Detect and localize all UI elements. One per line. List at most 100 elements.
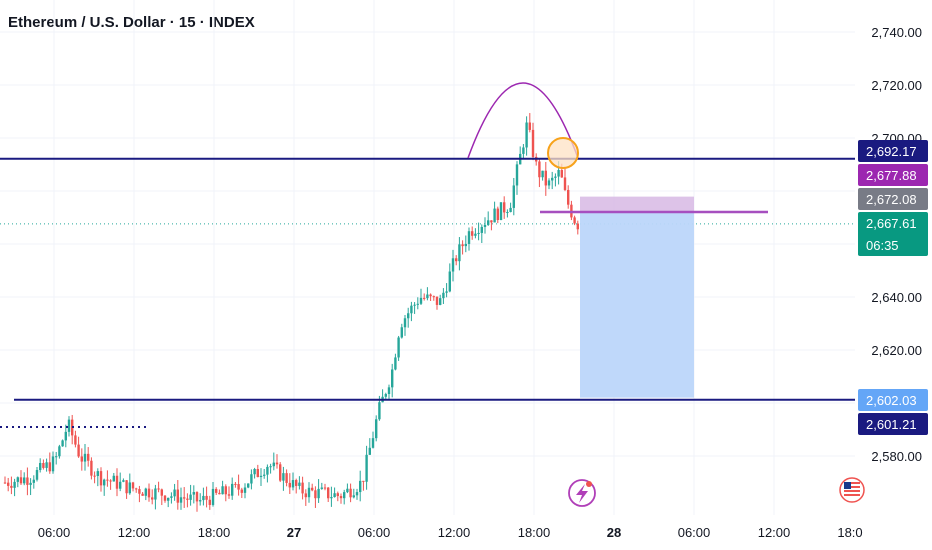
candle <box>269 466 272 468</box>
candle <box>515 164 519 186</box>
candle <box>202 495 205 501</box>
x-tick-label: 18:00 <box>198 525 231 540</box>
candle <box>327 487 330 499</box>
candle <box>531 129 535 157</box>
candle <box>93 475 96 477</box>
candle <box>189 494 192 500</box>
candle <box>496 208 499 220</box>
candle <box>544 170 547 186</box>
candle <box>218 492 221 495</box>
candle <box>87 453 90 461</box>
candle <box>160 489 163 496</box>
candle <box>19 477 23 484</box>
candle <box>317 488 320 499</box>
candle <box>307 487 311 498</box>
candle <box>179 497 183 503</box>
candle <box>272 462 275 467</box>
x-tick-label: 06:00 <box>358 525 391 540</box>
candle <box>525 122 528 148</box>
candle <box>163 495 167 501</box>
candle <box>464 243 467 247</box>
candle <box>211 488 215 505</box>
candle <box>336 493 339 497</box>
candle <box>560 170 563 178</box>
candle <box>186 498 189 500</box>
candle <box>279 464 282 481</box>
candle <box>403 318 407 328</box>
candle <box>10 485 13 488</box>
candle <box>346 488 349 493</box>
candle <box>445 291 448 293</box>
price-label-text: 2,667.61 <box>866 216 917 231</box>
candle <box>266 466 269 475</box>
x-tick-label: 12:00 <box>118 525 151 540</box>
candle <box>397 337 400 358</box>
candle <box>458 244 461 262</box>
candle <box>474 233 477 236</box>
candle <box>109 480 112 482</box>
candle <box>208 499 211 505</box>
flag-stripe <box>844 494 860 496</box>
candle <box>323 487 327 489</box>
candle <box>295 480 298 486</box>
candle <box>26 477 29 485</box>
candle <box>61 440 64 447</box>
candle <box>426 294 429 299</box>
candle <box>231 483 234 496</box>
candle <box>16 477 19 482</box>
price-label <box>858 164 928 186</box>
candle <box>103 479 106 486</box>
price-label-text: 2,672.08 <box>866 192 917 207</box>
price-label-text: 2,692.17 <box>866 144 917 159</box>
candle <box>13 481 16 488</box>
drawings <box>0 82 855 428</box>
x-tick-label: 12:00 <box>758 525 791 540</box>
candle <box>96 471 99 477</box>
stop-zone <box>580 196 694 212</box>
candle <box>250 474 253 484</box>
candle <box>503 202 506 213</box>
candle <box>234 483 237 485</box>
candle <box>247 483 250 488</box>
candle <box>288 482 291 488</box>
candle <box>51 456 55 472</box>
candle <box>432 296 435 298</box>
notification-dot <box>586 481 592 487</box>
y-tick-label: 2,580.00 <box>871 449 922 464</box>
candle <box>343 492 346 499</box>
candle <box>55 456 58 458</box>
candle <box>371 438 375 448</box>
highlight-circle <box>547 137 579 169</box>
candle <box>461 244 464 247</box>
candle <box>541 170 544 178</box>
candle <box>349 488 352 498</box>
candle <box>573 217 576 224</box>
price-label <box>858 188 928 210</box>
candle <box>467 231 471 244</box>
candle <box>221 486 224 495</box>
candle <box>115 475 119 489</box>
lightning-icon-bolt <box>576 484 588 503</box>
flag-stripe <box>844 490 860 492</box>
candle <box>551 177 554 181</box>
price-label-text: 2,601.21 <box>866 417 917 432</box>
chart-title: Ethereum / U.S. Dollar · 15 · INDEX <box>8 14 255 31</box>
candle <box>538 161 541 178</box>
candle <box>391 369 394 388</box>
candle <box>471 231 474 236</box>
candle <box>320 487 323 489</box>
candle <box>394 357 397 370</box>
candle <box>253 469 256 475</box>
candle <box>227 494 231 496</box>
candle <box>423 297 426 299</box>
flag-canton <box>844 482 851 489</box>
candle <box>480 226 483 233</box>
candle <box>410 305 413 314</box>
candle <box>23 477 26 484</box>
candle <box>528 122 531 130</box>
candle <box>259 475 263 478</box>
candle <box>106 479 109 481</box>
candle <box>64 431 67 441</box>
candle <box>563 177 567 190</box>
